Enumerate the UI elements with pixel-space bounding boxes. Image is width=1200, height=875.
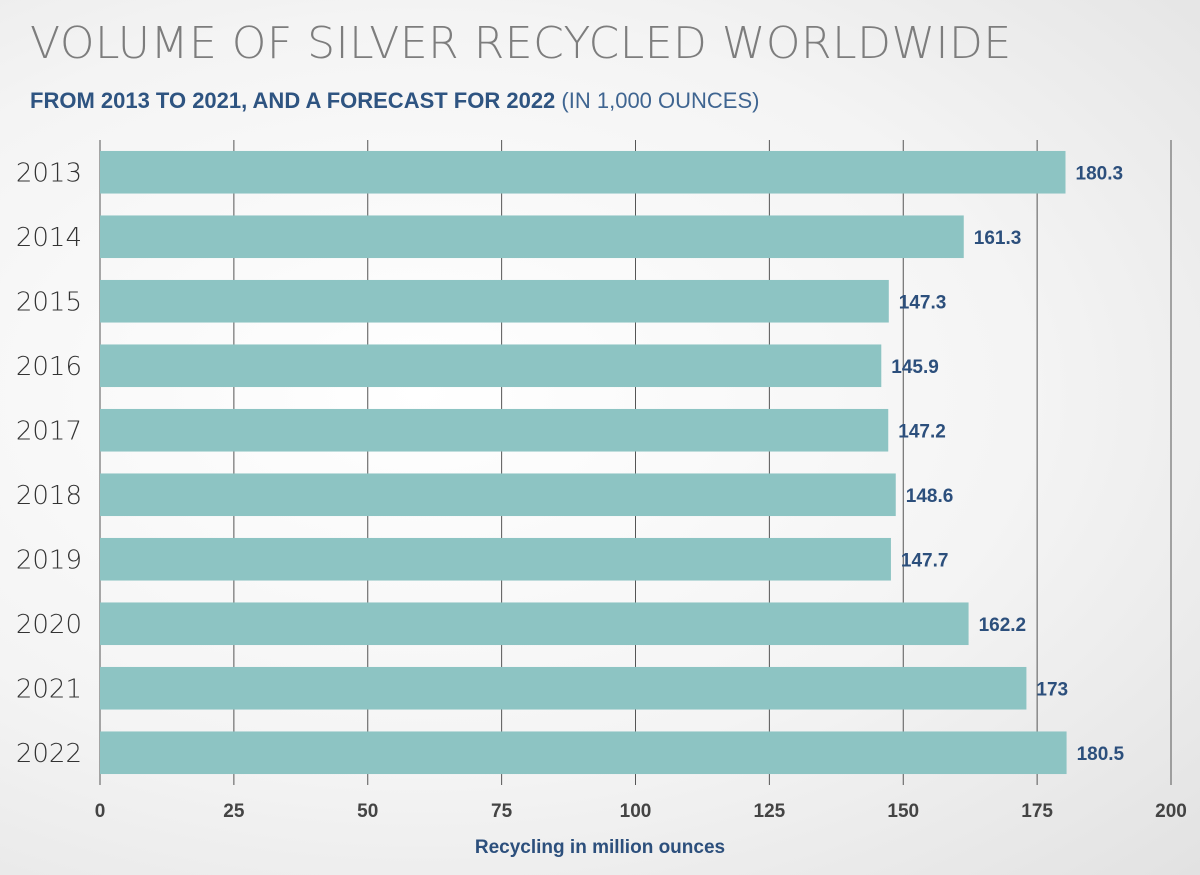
x-tick-label: 25 bbox=[223, 801, 245, 822]
x-tick-label: 125 bbox=[754, 801, 786, 822]
value-labels: 180.3 161.3 147.3 145.9 147.2 148.6 147.7 162.2… bbox=[891, 163, 1124, 765]
value-label: 180.3 bbox=[1076, 163, 1124, 184]
value-label: 147.7 bbox=[901, 550, 949, 571]
x-tick-label: 175 bbox=[1021, 801, 1053, 822]
y-tick-label: 2016 bbox=[16, 352, 82, 382]
value-label: 180.5 bbox=[1077, 744, 1125, 765]
y-tick-label: 2015 bbox=[16, 287, 82, 317]
x-tick-label: 200 bbox=[1155, 801, 1187, 822]
y-tick-label: 2022 bbox=[16, 739, 82, 769]
bar-2021 bbox=[100, 666, 1027, 710]
x-axis-title: Recycling in million ounces bbox=[475, 837, 725, 858]
y-tick-label: 2019 bbox=[16, 545, 82, 575]
bars bbox=[100, 150, 1067, 775]
chart-subtitle: FROM 2013 TO 2021, AND A FORECAST FOR 20… bbox=[30, 88, 759, 114]
bar-2015 bbox=[100, 279, 889, 323]
x-axis-labels: 0 25 50 75 100 125 150 175 200 bbox=[95, 801, 1187, 822]
x-tick-label: 0 bbox=[95, 801, 106, 822]
x-tick-label: 100 bbox=[620, 801, 652, 822]
value-label: 147.3 bbox=[899, 292, 947, 313]
value-label: 162.2 bbox=[979, 615, 1027, 636]
x-tick-label: 50 bbox=[357, 801, 378, 822]
bar-2019 bbox=[100, 537, 891, 581]
y-tick-label: 2017 bbox=[16, 416, 82, 446]
subtitle-main: FROM 2013 TO 2021, AND A FORECAST FOR 20… bbox=[30, 88, 556, 113]
bar-2014 bbox=[100, 215, 964, 259]
bar-2017 bbox=[100, 408, 889, 452]
value-label: 148.6 bbox=[906, 486, 954, 507]
value-label: 147.2 bbox=[898, 421, 946, 442]
y-tick-label: 2013 bbox=[16, 158, 82, 188]
bar-2020 bbox=[100, 602, 969, 646]
bar-2022 bbox=[100, 731, 1067, 775]
x-tick-label: 75 bbox=[491, 801, 513, 822]
value-label: 173 bbox=[1036, 679, 1068, 700]
y-tick-label: 2020 bbox=[16, 610, 82, 640]
y-tick-label: 2021 bbox=[16, 674, 82, 704]
value-label: 145.9 bbox=[891, 357, 939, 378]
subtitle-unit: (IN 1,000 OUNCES) bbox=[561, 88, 760, 113]
chart-title: VOLUME OF SILVER RECYCLED WORLDWIDE bbox=[30, 18, 1012, 69]
value-label: 161.3 bbox=[974, 228, 1022, 249]
y-axis-labels: 2013 2014 2015 2016 2017 2018 2019 2020 2021 2022 bbox=[16, 158, 82, 769]
y-tick-label: 2018 bbox=[16, 481, 82, 511]
y-tick-label: 2014 bbox=[16, 223, 82, 253]
bar-2016 bbox=[100, 344, 882, 388]
bar-2018 bbox=[100, 473, 896, 517]
bar-2013 bbox=[100, 150, 1066, 194]
x-tick-label: 150 bbox=[887, 801, 919, 822]
